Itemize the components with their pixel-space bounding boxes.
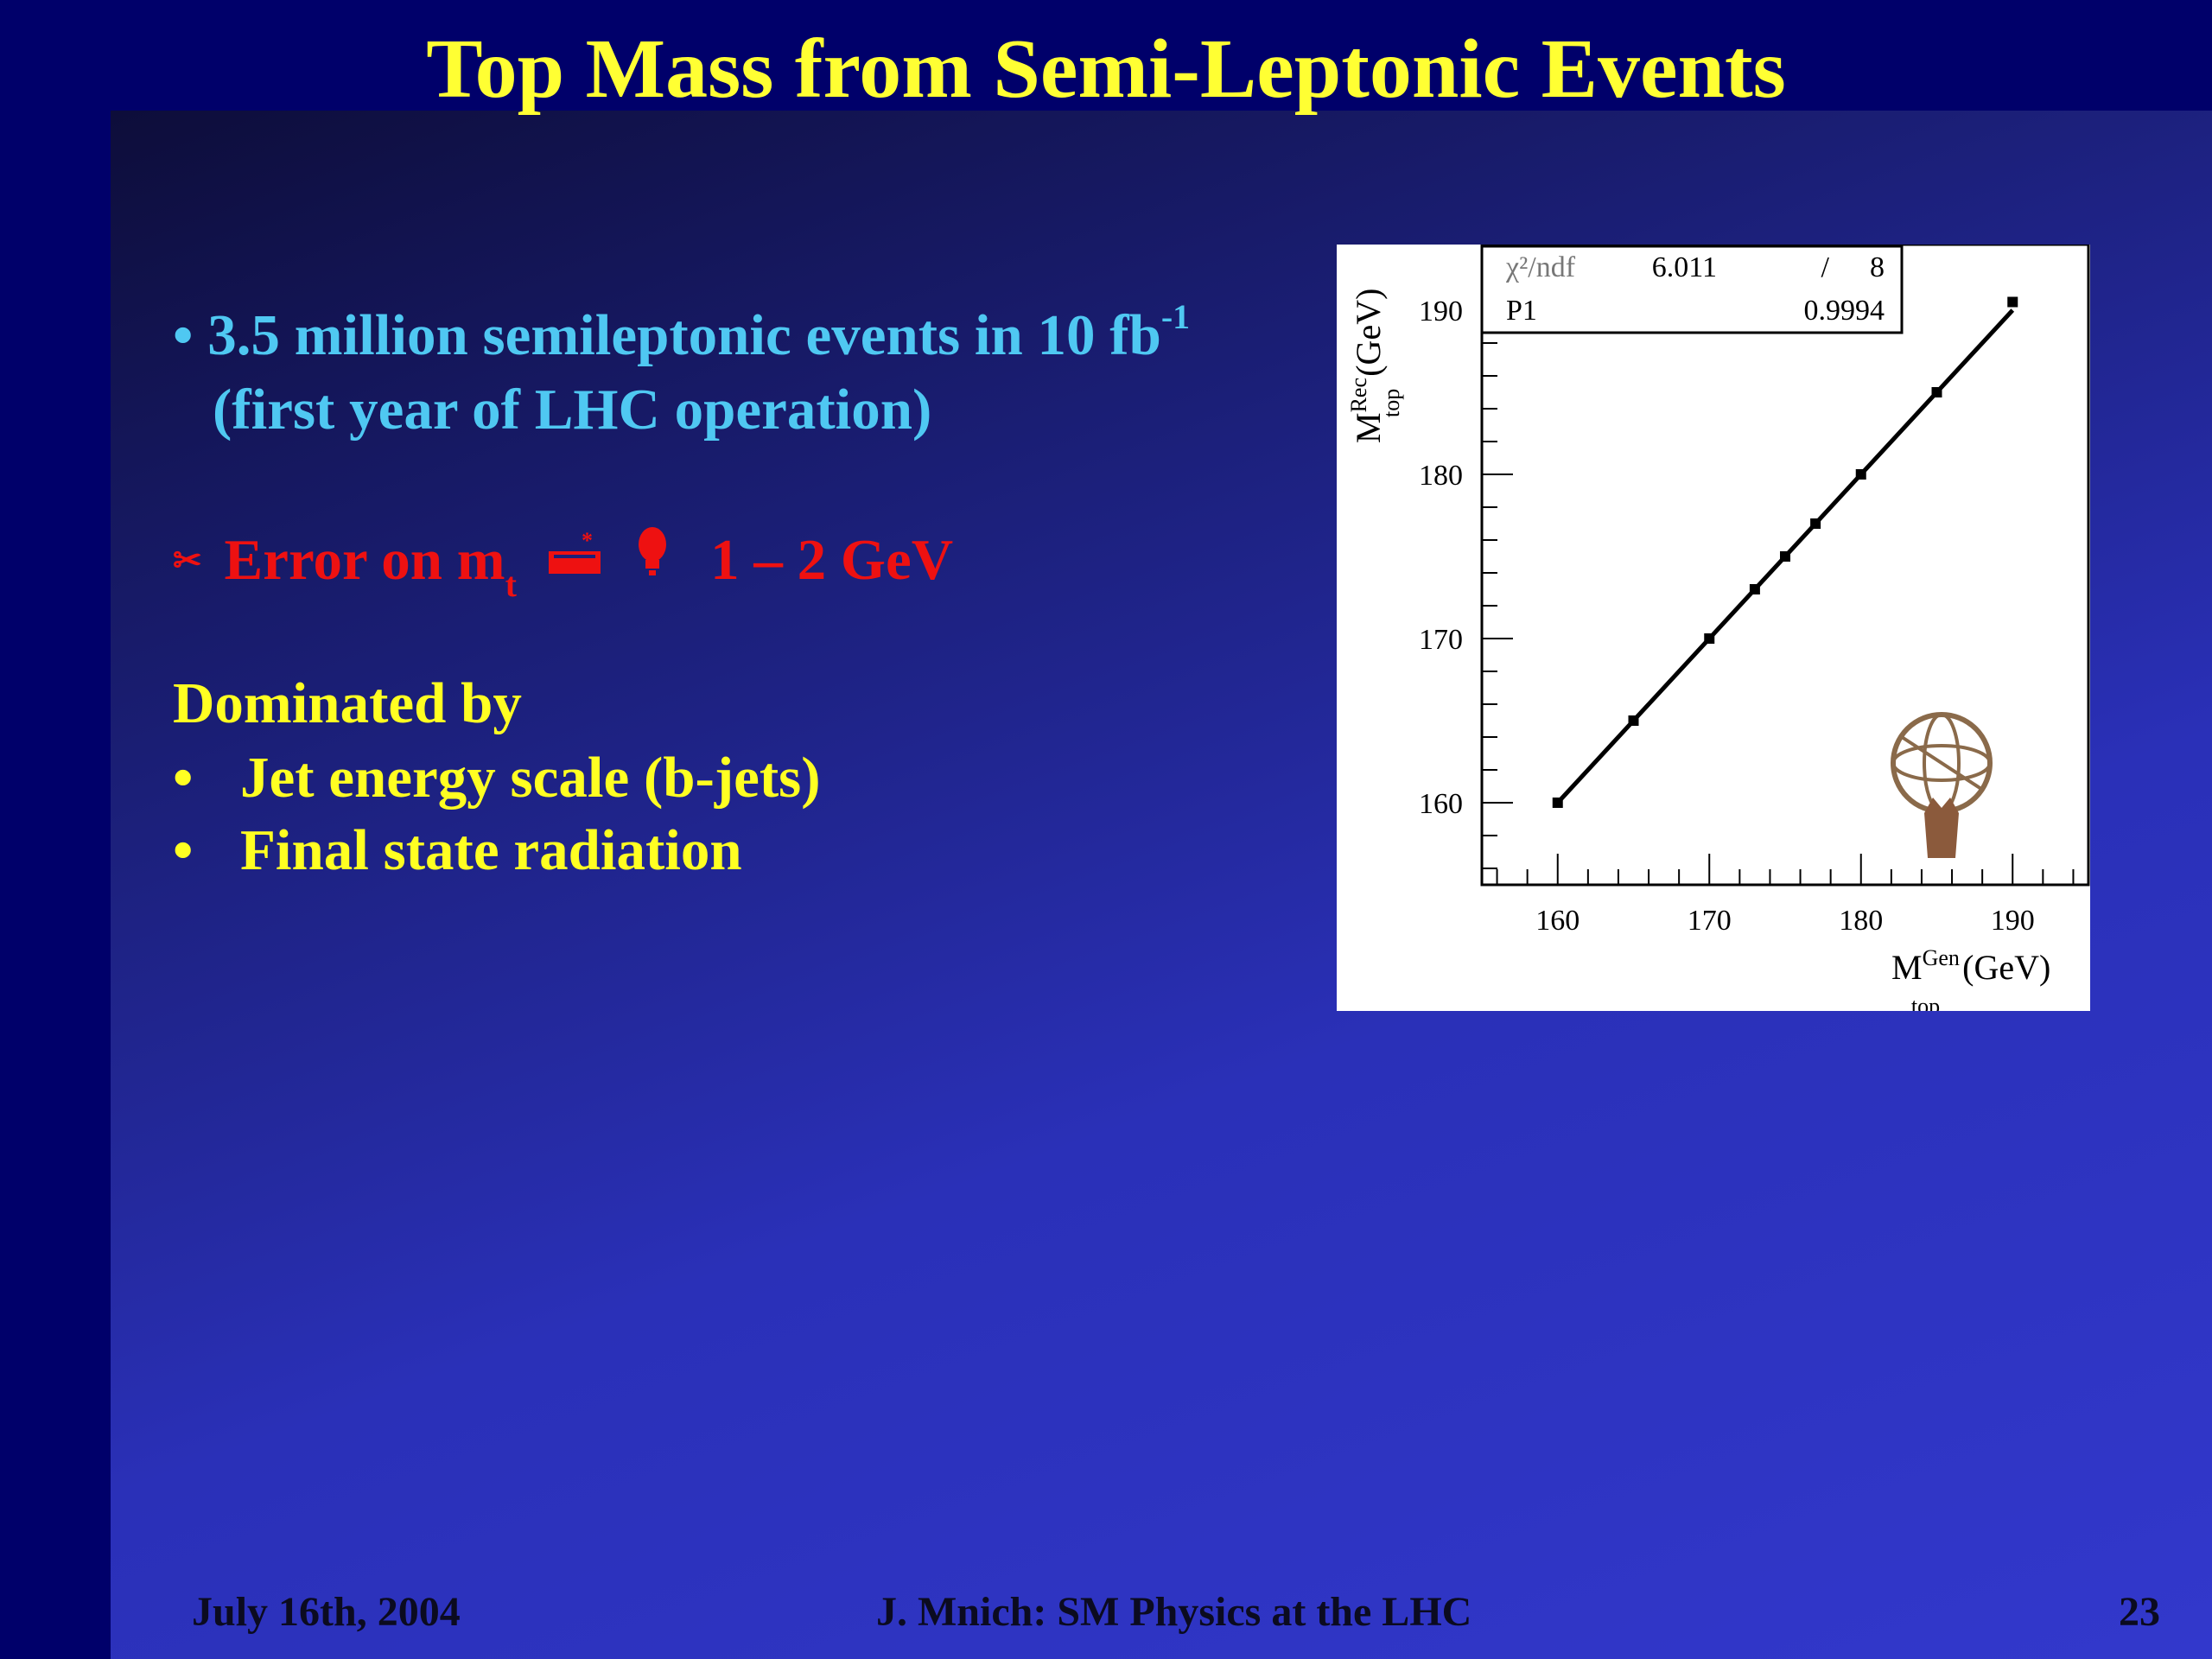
data-point	[1704, 633, 1715, 644]
x-tick-label: 190	[1991, 905, 2035, 937]
data-point	[1749, 584, 1760, 594]
svg-text:*: *	[582, 528, 593, 553]
stats-slash: /	[1821, 251, 1830, 283]
footer-center: J. Mnich: SM Physics at the LHC	[876, 1589, 1472, 1635]
data-point	[1810, 518, 1821, 529]
scissors-glyph-icon: ✂	[173, 541, 202, 580]
top-band	[0, 0, 2212, 111]
y-tick-label: 160	[1419, 788, 1463, 820]
x-axis-label-main: M	[1891, 948, 1923, 987]
y-axis-ticks: 160 170 180 190	[1419, 244, 1513, 869]
error-line: ✂ Error on mt * 1 – 2 GeV	[173, 524, 954, 604]
dominated-item-1-text: Jet energy scale (b-jets)	[240, 746, 821, 810]
y-tick-label: 190	[1419, 296, 1463, 327]
data-point	[1931, 387, 1942, 397]
x-axis-label: MGen top (GeV)	[1891, 945, 2050, 1011]
x-tick-label: 170	[1688, 905, 1732, 937]
y-tick-label: 170	[1419, 624, 1463, 656]
footer-page-number: 23	[2119, 1589, 2160, 1635]
data-point	[1780, 551, 1790, 562]
atlas-logo	[1891, 712, 1993, 858]
footer-date: July 16th, 2004	[192, 1589, 461, 1635]
y-axis-label-main: M	[1349, 412, 1388, 443]
dominated-bullet-1: •	[173, 746, 194, 810]
data-point	[1855, 469, 1866, 480]
data-point	[1628, 715, 1639, 726]
bullet-1-line-2: (first year of LHC operation)	[213, 378, 932, 442]
data-points-group	[1552, 296, 2018, 808]
bulb-glyph-icon	[635, 524, 670, 594]
x-axis-label-unit: (GeV)	[1962, 948, 2050, 987]
y-axis-label: MRec top (GeV)	[1346, 289, 1404, 443]
data-point	[2007, 296, 2018, 308]
stats-box: χ²/ndf 6.011 / 8 P1 0.9994	[1480, 245, 1904, 334]
x-tick-label: 160	[1535, 905, 1580, 937]
x-axis-ticks: 160 170 180 190	[1496, 854, 2075, 937]
mass-calibration-chart: 160 170 180 190 160 170 180 190 χ²/ndf 6.011 /…	[1346, 243, 2090, 1019]
slide-title: Top Mass from Semi-Leptonic Events	[426, 22, 1786, 116]
chart-panel: 160 170 180 190 160 170 180 190 χ²/ndf 6.011 /…	[1337, 243, 2090, 1019]
plot-frame	[1480, 243, 2090, 887]
left-band	[0, 0, 111, 1659]
dominated-item-2: • Final state radiation	[173, 817, 742, 884]
y-axis-label-sup: Rec	[1346, 378, 1371, 412]
error-text: Error on m	[224, 528, 505, 592]
stats-box-frame	[1480, 245, 1904, 334]
dominated-item-1: • Jet energy scale (b-jets)	[173, 745, 821, 811]
stats-ndf: 8	[1870, 251, 1885, 283]
y-axis-label-unit: (GeV)	[1349, 289, 1388, 377]
dominated-heading: Dominated by	[173, 671, 522, 735]
x-axis-label-sub: top	[1911, 994, 1940, 1011]
y-tick-label: 180	[1419, 460, 1463, 492]
error-value: 1 – 2 GeV	[710, 528, 954, 592]
x-tick-label: 180	[1839, 905, 1883, 937]
bullet-1-superscript: -1	[1160, 297, 1191, 336]
stats-chi2-value: 6.011	[1652, 251, 1717, 283]
x-axis-label-sup: Gen	[1923, 945, 1960, 970]
data-point	[1552, 798, 1563, 808]
stats-chi2-label: χ²/ndf	[1505, 251, 1576, 283]
keyboard-glyph-icon: *	[547, 527, 602, 594]
dominated-item-2-text: Final state radiation	[240, 818, 742, 882]
stats-p1-value: 0.9994	[1804, 295, 1885, 327]
bullet-marker: •	[173, 303, 194, 367]
y-axis-label-sub: top	[1379, 389, 1404, 417]
stats-p1-label: P1	[1506, 295, 1537, 327]
bullet-1-text: 3.5 million semileptonic events in 10 fb	[207, 303, 1161, 367]
error-subscript: t	[505, 565, 517, 604]
dominated-bullet-2: •	[173, 818, 194, 882]
bullet-1-line-1: • 3.5 million semileptonic events in 10 …	[173, 297, 1190, 369]
